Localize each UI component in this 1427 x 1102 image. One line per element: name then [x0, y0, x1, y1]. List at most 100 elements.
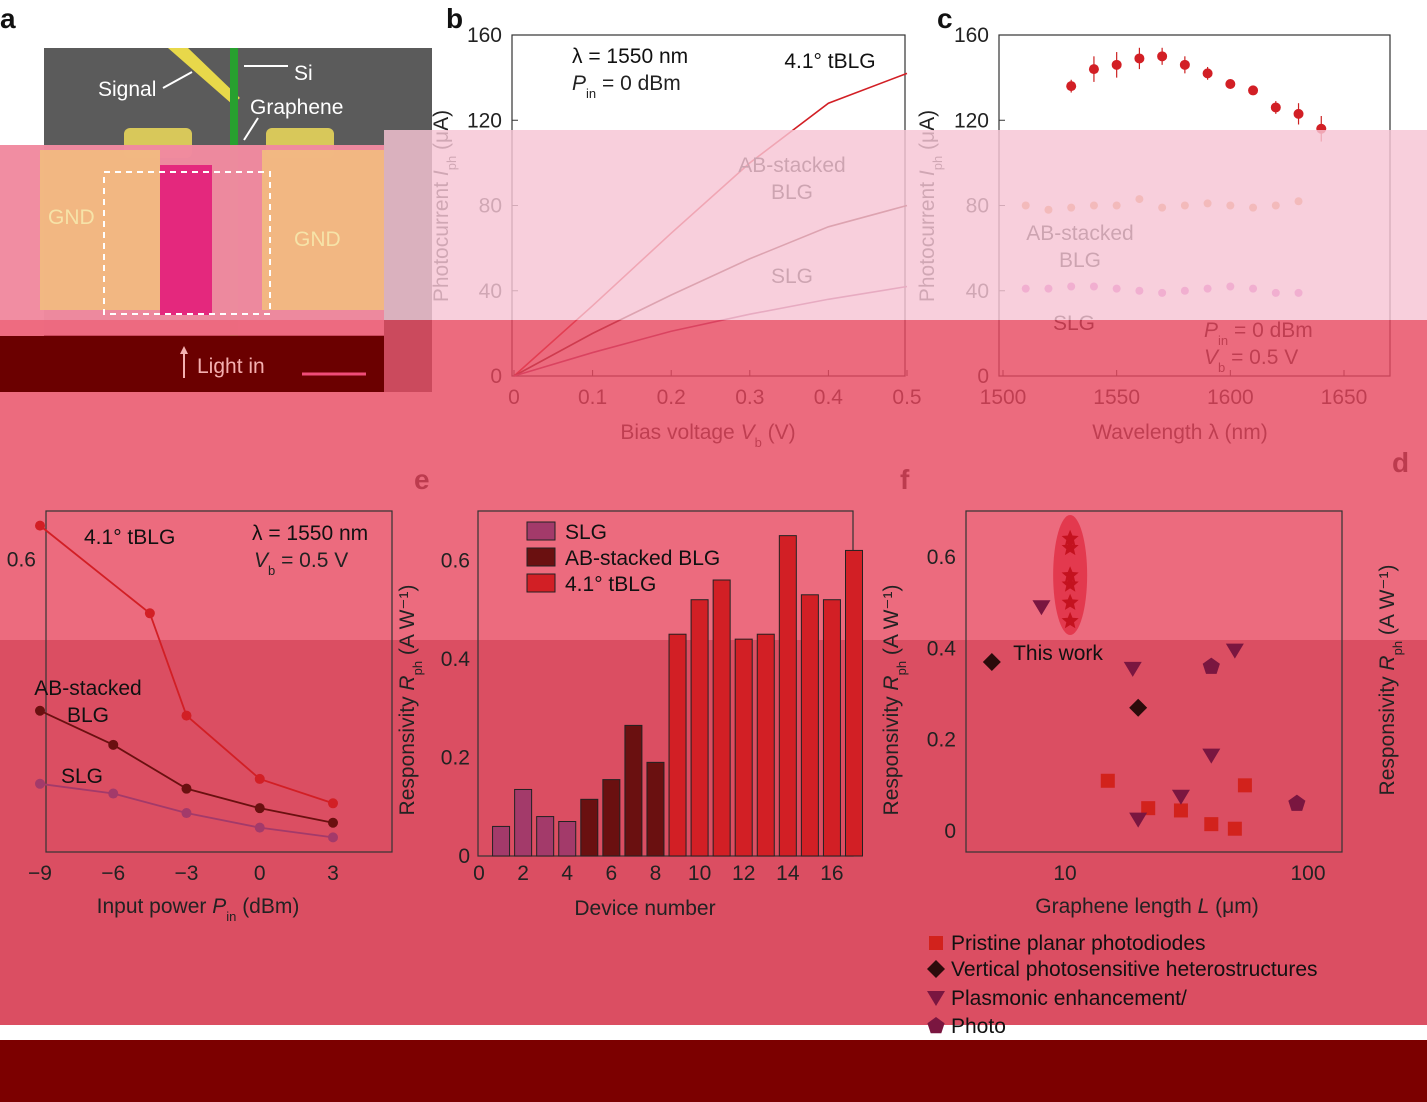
data-point-slg: [1180, 286, 1189, 295]
y-axis-label-d: Responsivity Rph (A W⁻¹): [1376, 565, 1405, 796]
data-point-f-triangle: [1202, 748, 1221, 764]
bar-e: [690, 599, 709, 857]
data-point-ab: [1271, 201, 1280, 210]
bar-e: [778, 535, 797, 857]
legend-label-f: Pristine planar photodiodes: [951, 932, 1206, 955]
data-point-slg: [1135, 286, 1144, 295]
data-point-f-triangle: [1129, 812, 1148, 828]
legend-label-e: AB-stacked BLG: [565, 547, 720, 570]
legend-marker-f: [929, 936, 943, 950]
x-tick-label-e: 2: [517, 862, 529, 885]
y-tick-label-f: 0: [944, 820, 956, 843]
series-label-ab-2: BLG: [771, 181, 813, 204]
x-axis-label-b: Bias voltage Vb (V): [620, 421, 795, 450]
data-point-f-square: [1227, 821, 1242, 836]
y-tick-label-e: 0.2: [441, 746, 470, 769]
data-point-d: [254, 822, 265, 833]
data-point-ab: [1135, 195, 1144, 204]
y-tick-label: 0: [977, 365, 989, 388]
data-point-f-triangle: [1123, 661, 1142, 677]
x-tick-label: 0.5: [892, 386, 921, 409]
bar-e: [536, 816, 555, 857]
light-in-arrowhead: [180, 346, 188, 354]
x-tick-label-d: 0: [254, 862, 266, 885]
x-tick-label: 1650: [1321, 386, 1368, 409]
series-label-slg-c: SLG: [1053, 312, 1095, 335]
chart-c: 1500 1550 1600 1650 0 40 80 120 160 AB-stacked BLG…: [916, 24, 1391, 444]
x-axis-label-c: Wavelength λ (nm): [1092, 421, 1267, 444]
data-point-ab: [1180, 201, 1189, 210]
data-point-tblg: [1293, 108, 1304, 119]
data-point-ab: [1021, 201, 1030, 210]
legend-label-e: 4.1° tBLG: [565, 573, 656, 596]
x-tick-label: 0: [508, 386, 520, 409]
legend-label-e: SLG: [565, 521, 607, 544]
x-tick-label-e: 6: [606, 862, 618, 885]
data-point-tblg: [1157, 51, 1168, 62]
data-point-d: [181, 783, 192, 794]
chart-b: 0 0.1 0.2 0.3 0.4 0.5 0 40 80 120 160 4.1° tBLG AB-s…: [430, 24, 922, 450]
y-tick-label: 40: [966, 280, 989, 303]
this-work-star: [1061, 593, 1079, 610]
data-point-slg: [1067, 282, 1076, 291]
annotation-pin-c: Pin = 0 dBm: [1204, 319, 1313, 348]
series-label-ab-c-1: AB-stacked: [1026, 222, 1133, 245]
x-tick-label-e: 14: [776, 862, 800, 885]
data-point-d: [108, 739, 119, 750]
y-tick-label-e: 0.4: [441, 648, 471, 671]
y-axis-label-e: Responsivity Rph (A W⁻¹): [396, 585, 425, 816]
data-point-slg: [1021, 284, 1030, 293]
legend-marker-f: [927, 1017, 945, 1034]
x-tick-label: 0.1: [578, 386, 607, 409]
legend-marker-f: [927, 960, 945, 978]
y-tick-label-e: 0.6: [441, 549, 470, 572]
data-point-f-diamond: [982, 653, 1001, 672]
x-tick-label-e: 0: [473, 862, 485, 885]
data-point-d: [108, 788, 119, 799]
data-point-slg: [1226, 282, 1235, 291]
data-point-tblg: [1225, 79, 1236, 90]
data-point-d: [144, 608, 155, 619]
x-tick-label: 0.2: [657, 386, 686, 409]
x-tick-label: 1600: [1207, 386, 1254, 409]
series-label-ab-1: AB-stacked: [738, 154, 845, 177]
x-tick-label: 1550: [1093, 386, 1140, 409]
data-point-d: [328, 832, 338, 843]
bar-e: [668, 633, 687, 857]
x-tick-label-f: 100: [1290, 862, 1325, 885]
gnd-left-pad: [40, 150, 160, 310]
y-tick-label-d: 0.6: [7, 549, 36, 572]
signal-arrow: [162, 71, 193, 89]
y-tick-label-e: 0: [458, 845, 470, 868]
x-tick-label: 1500: [980, 386, 1027, 409]
bar-e: [602, 779, 621, 857]
x-tick-label: 0.4: [814, 386, 844, 409]
legend-label-f: Plasmonic enhancement/: [951, 987, 1187, 1010]
data-point-f-pentagon: [1288, 794, 1306, 811]
x-tick-label-e: 4: [561, 862, 573, 885]
data-point-f-square: [1204, 817, 1219, 832]
y-tick-label: 0: [490, 365, 502, 388]
x-tick-label: 0.3: [735, 386, 764, 409]
x-tick-label-d: −6: [101, 862, 125, 885]
panel-label-d: d: [1392, 447, 1409, 478]
data-point-ab: [1294, 197, 1303, 206]
x-axis-label-d: Input power Pin (dBm): [97, 895, 300, 924]
label-gnd-left: GND: [48, 206, 95, 229]
data-point-f-square: [1173, 803, 1188, 818]
series-label-ab-d-1: AB-stacked: [34, 677, 141, 700]
series-label-slg-d: SLG: [61, 765, 103, 788]
series-label-ab-d-2: BLG: [67, 704, 109, 727]
data-point-ab: [1249, 203, 1258, 212]
series-label-slg: SLG: [771, 265, 813, 288]
data-point-ab: [1226, 201, 1235, 210]
bar-e: [756, 633, 775, 857]
legend-label-f: Vertical photosensitive heterostructures: [951, 958, 1318, 981]
bar-e: [624, 724, 643, 857]
data-point-slg: [1112, 284, 1121, 293]
x-tick-label-d: −9: [28, 862, 52, 885]
graphene-outline: [103, 171, 271, 315]
plot-frame-d: [45, 510, 393, 853]
this-work-star: [1061, 575, 1079, 592]
data-point-d: [328, 817, 338, 828]
